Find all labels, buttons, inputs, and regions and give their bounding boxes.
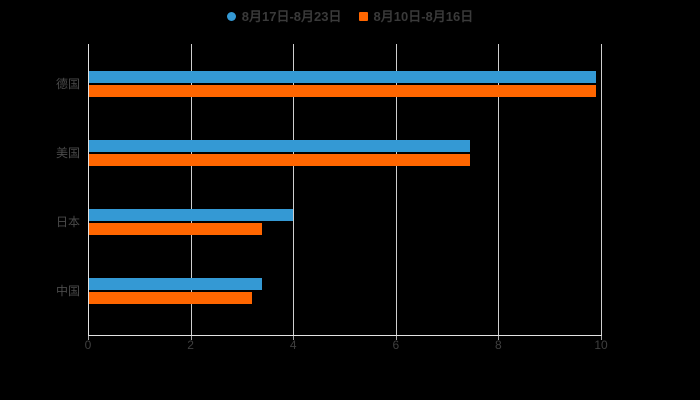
bar-blue (88, 71, 596, 83)
x-tick-label: 6 (392, 338, 400, 352)
x-tick-label: 10 (594, 338, 608, 352)
legend-label: 8月17日-8月23日 (241, 8, 342, 24)
x-tick-label: 4 (289, 338, 297, 352)
legend-item-week1[interactable]: 8月10日-8月16日 (358, 8, 474, 24)
category-label: 日本 (55, 215, 80, 229)
category-label: 德国 (55, 77, 80, 91)
x-axis-tick (88, 335, 89, 340)
x-gridline (395, 44, 397, 335)
x-axis-tick (498, 335, 500, 340)
x-axis-tick (395, 335, 397, 340)
x-axis-tick (601, 335, 602, 340)
legend-item-week2[interactable]: 8月17日-8月23日 (226, 8, 342, 24)
x-axis-tick (190, 335, 192, 340)
chart-legend: 8月17日-8月23日 8月10日-8月16日 (0, 5, 700, 27)
y-axis-line (88, 44, 89, 335)
x-gridline (601, 44, 602, 335)
bar-blue (88, 278, 263, 290)
x-gridline (190, 44, 192, 335)
x-axis-tick (293, 335, 295, 340)
category-label: 中国 (55, 284, 80, 298)
x-axis-line (88, 335, 602, 336)
bar-orange (88, 85, 596, 97)
category-label: 美国 (55, 146, 80, 160)
bar-orange (88, 292, 253, 304)
bar-blue (88, 140, 471, 152)
bar-blue (88, 209, 294, 221)
x-tick-label: 8 (495, 338, 502, 352)
x-gridline (498, 44, 500, 335)
legend-label: 8月10日-8月16日 (373, 8, 474, 24)
legend-marker-blue-circle-icon (226, 11, 236, 21)
x-tick-label: 0 (84, 338, 92, 352)
bar-orange (88, 154, 471, 166)
x-gridline (293, 44, 295, 335)
x-tick-label: 2 (187, 338, 194, 352)
bar-orange (88, 223, 263, 235)
legend-marker-orange-square-icon (358, 11, 368, 21)
